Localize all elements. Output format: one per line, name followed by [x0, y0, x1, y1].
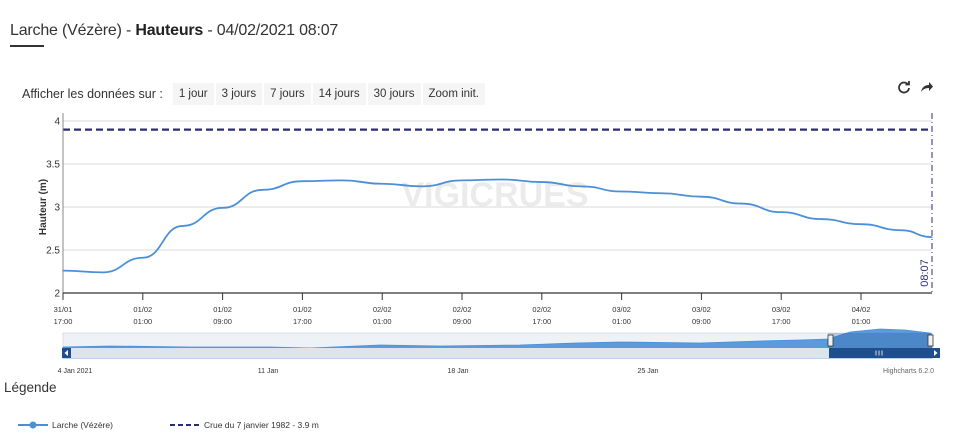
- navigator-scrollbar-grip: [875, 350, 883, 356]
- series-point: [461, 179, 463, 182]
- legend-threshold-symbol: [170, 424, 200, 426]
- series-point: [102, 271, 104, 274]
- series-point: [740, 202, 743, 205]
- navigator-tick-label: 4 Jan 2021: [58, 368, 93, 375]
- series-point: [900, 229, 902, 232]
- series-point: [780, 211, 783, 214]
- x-tick-time: 17:00: [54, 317, 73, 326]
- series-point: [540, 181, 543, 183]
- series-point: [820, 218, 823, 220]
- x-tick-date: 01/02: [293, 305, 312, 314]
- title-separator: -: [203, 22, 217, 39]
- title-station: Larche (Vézère): [10, 22, 122, 39]
- navigator[interactable]: 4 Jan 2021 11 Jan 18 Jan 25 Jan: [58, 328, 940, 375]
- refresh-icon[interactable]: [896, 80, 912, 98]
- current-time-marker: 08:07: [919, 113, 933, 293]
- x-tick-date: 02/02: [373, 305, 392, 314]
- title-datetime: 04/02/2021 08:07: [216, 22, 339, 39]
- chevron-right-icon: [934, 350, 938, 356]
- x-tick-date: 02/02: [532, 305, 551, 314]
- x-tick-date: 03/02: [772, 305, 791, 314]
- y-tick-label: 2: [54, 289, 60, 300]
- series-point: [141, 256, 144, 259]
- grid-lines: [63, 120, 932, 251]
- series-point: [660, 192, 663, 195]
- navigator-handle: [827, 334, 834, 347]
- series-point: [181, 225, 184, 227]
- series-point: [381, 182, 384, 185]
- navigator-scrollbar-track: [63, 348, 932, 358]
- navigator-tick-label: 11 Jan: [258, 368, 279, 375]
- title-underline: [10, 45, 44, 47]
- x-tick-time: 17:00: [532, 317, 551, 326]
- x-tick-date: 02/02: [453, 305, 472, 314]
- legend-item-threshold[interactable]: Crue du 7 janvier 1982 - 3.9 m: [170, 418, 319, 432]
- range-selector: Afficher les données sur : 1 jour 3 jour…: [22, 83, 487, 105]
- navigator-tick-label: 18 Jan: [447, 368, 468, 375]
- water-height-chart: VIGICRUES 2 2.5 3 3.5 4 Hauteur (m) 31/01 17:…: [38, 113, 940, 375]
- series-point: [421, 185, 424, 188]
- current-time-label: 08:07: [919, 259, 931, 287]
- range-selector-label: Afficher les données sur :: [22, 87, 163, 101]
- range-button-30-days[interactable]: 30 jours: [367, 83, 421, 105]
- y-axis: 2 2.5 3 3.5 4: [46, 113, 64, 300]
- legend-item-series[interactable]: Larche (Vézère): [18, 418, 113, 432]
- series-point: [221, 206, 224, 209]
- x-tick-time: 09:00: [692, 317, 711, 326]
- series-point: [341, 179, 344, 182]
- series-point: [580, 185, 583, 188]
- x-tick-date: 31/01: [54, 305, 73, 314]
- x-tick-date: 03/02: [612, 305, 631, 314]
- x-tick-time: 09:00: [213, 317, 232, 326]
- series-point: [620, 190, 623, 193]
- series-point: [700, 195, 703, 198]
- x-tick-date: 04/02: [852, 305, 871, 314]
- y-tick-label: 2.5: [46, 246, 60, 257]
- series-point: [860, 223, 862, 226]
- range-button-14-days[interactable]: 14 jours: [312, 83, 366, 105]
- series-point: [261, 188, 264, 191]
- range-button-3-days[interactable]: 3 jours: [215, 83, 263, 105]
- x-tick-time: 01:00: [133, 317, 152, 326]
- series-point: [931, 236, 933, 239]
- x-tick-time: 01:00: [373, 317, 392, 326]
- x-tick-time: 17:00: [772, 317, 791, 326]
- x-tick-time: 09:00: [453, 317, 472, 326]
- range-button-1-day[interactable]: 1 jour: [172, 83, 214, 105]
- legend-series-symbol: [18, 421, 48, 429]
- share-arrow-icon[interactable]: [919, 80, 935, 98]
- title-measure: Hauteurs: [135, 22, 204, 39]
- y-tick-label: 4: [54, 117, 60, 128]
- series-point: [501, 178, 503, 181]
- series-point: [301, 180, 304, 183]
- legend-label-series: Larche (Vézère): [52, 420, 113, 430]
- highcharts-credit[interactable]: Highcharts 6.2.0: [883, 368, 934, 375]
- x-axis: 31/01 17:00 01/02 01:00 01/02 09:00 01/02 17:00…: [54, 292, 932, 326]
- navigator-handle: [927, 334, 934, 347]
- navigator-tick-label: 25 Jan: [637, 368, 658, 375]
- x-tick-date: 01/02: [213, 305, 232, 314]
- page-title: Larche (Vézère) - Hauteurs - 04/02/2021 …: [10, 22, 338, 40]
- range-button-7-days[interactable]: 7 jours: [264, 83, 311, 105]
- chevron-left-icon: [64, 350, 68, 356]
- legend-title: Légende: [4, 380, 57, 395]
- y-axis-label: Hauteur (m): [38, 179, 49, 235]
- y-tick-label: 3: [54, 203, 60, 214]
- legend-label-threshold: Crue du 7 janvier 1982 - 3.9 m: [204, 420, 319, 430]
- x-tick-time: 01:00: [612, 317, 631, 326]
- y-tick-label: 3.5: [46, 160, 60, 171]
- x-tick-date: 03/02: [692, 305, 711, 314]
- watermark: VIGICRUES: [401, 176, 588, 214]
- range-button-zoom-init[interactable]: Zoom init.: [422, 83, 486, 105]
- x-tick-time: 17:00: [293, 317, 312, 326]
- navigator-scrollbar-thumb: [829, 348, 932, 358]
- x-tick-date: 01/02: [133, 305, 152, 314]
- x-tick-time: 01:00: [852, 317, 871, 326]
- title-separator: -: [121, 22, 136, 39]
